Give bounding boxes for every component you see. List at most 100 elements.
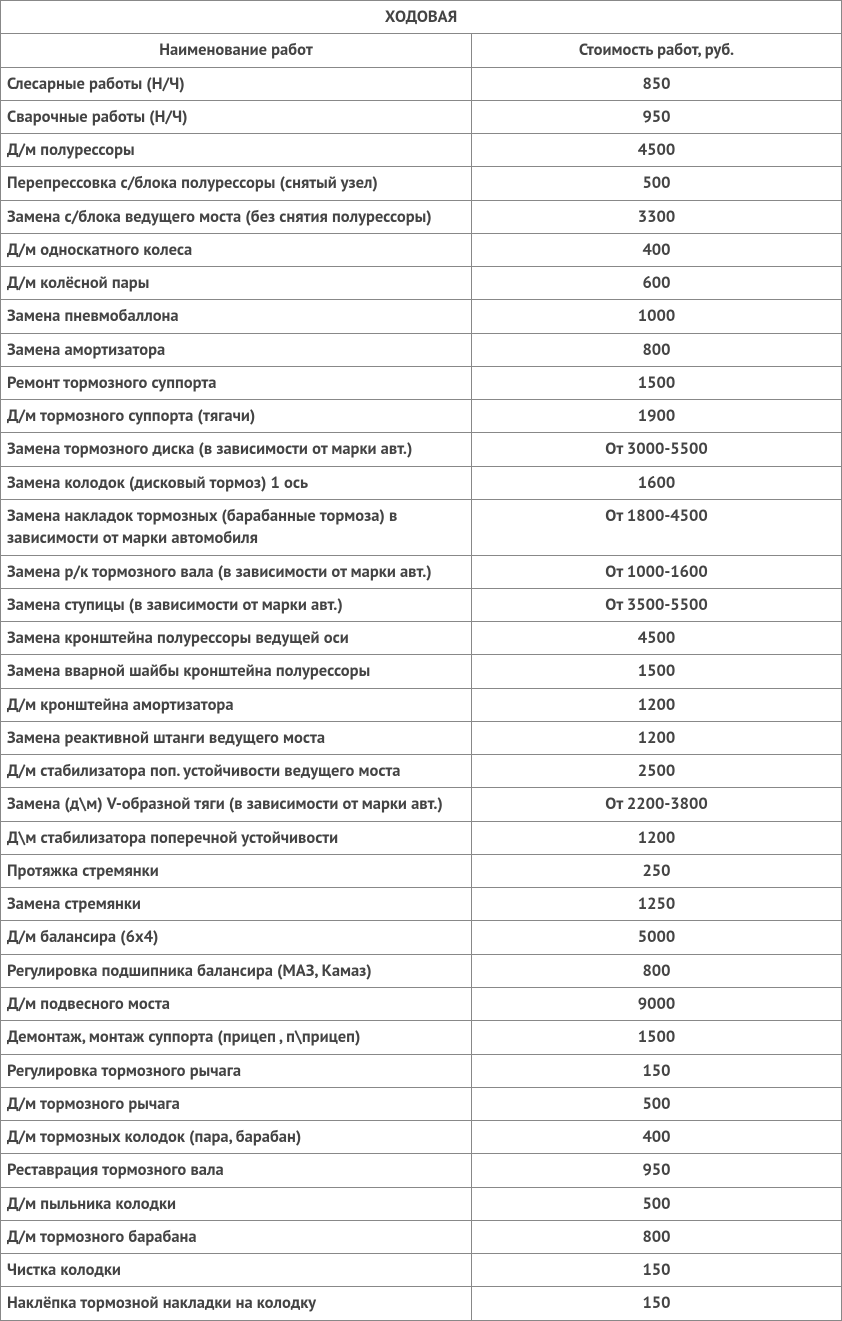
cell-name: Д/м односкатного колеса [1,233,472,266]
cell-price: 800 [471,333,841,366]
cell-price: 1200 [471,821,841,854]
table-row: Демонтаж, монтаж суппорта (прицеп , п\пр… [1,1021,842,1054]
cell-price: 1500 [471,366,841,399]
table-row: Перепрессовка с/блока полурессоры (сняты… [1,167,842,200]
cell-price: От 3000-5500 [471,433,841,466]
cell-price: 150 [471,1054,841,1087]
cell-name: Замена пневмобаллона [1,300,472,333]
cell-price: 500 [471,1187,841,1220]
cell-name: Перепрессовка с/блока полурессоры (сняты… [1,167,472,200]
table-row: Замена реактивной штанги ведущего моста1… [1,721,842,754]
cell-name: Замена р/к тормозного вала (в зависимост… [1,555,472,588]
cell-price: 950 [471,100,841,133]
cell-name: Замена реактивной штанги ведущего моста [1,721,472,754]
table-row: Д\м стабилизатора поперечной устойчивост… [1,821,842,854]
title-row: ХОДОВАЯ [1,1,842,34]
cell-name: Д/м подвесного моста [1,987,472,1020]
cell-price: 600 [471,267,841,300]
cell-name: Наклёпка тормозной накладки на колодку [1,1287,472,1320]
cell-price: От 1800-4500 [471,499,841,555]
table-title: ХОДОВАЯ [1,1,842,34]
table-row: Д/м стабилизатора поп. устойчивости веду… [1,755,842,788]
cell-price: 950 [471,1154,841,1187]
table-row: Д/м кронштейна амортизатора1200 [1,688,842,721]
cell-price: От 2200-3800 [471,788,841,821]
cell-price: 1500 [471,655,841,688]
cell-price: От 3500-5500 [471,588,841,621]
cell-name: Замена амортизатора [1,333,472,366]
table-row: Д/м тормозного рычага500 [1,1087,842,1120]
table-row: Замена амортизатора800 [1,333,842,366]
cell-price: 1500 [471,1021,841,1054]
table-row: Д/м тормозных колодок (пара, барабан)400 [1,1121,842,1154]
cell-price: 1000 [471,300,841,333]
cell-price: 150 [471,1254,841,1287]
cell-name: Д/м тормозных колодок (пара, барабан) [1,1121,472,1154]
cell-price: 5000 [471,921,841,954]
cell-name: Замена стремянки [1,888,472,921]
price-table-container: ХОДОВАЯ Наименование работ Стоимость раб… [0,0,842,1321]
table-row: Замена р/к тормозного вала (в зависимост… [1,555,842,588]
cell-name: Сварочные работы (Н/Ч) [1,100,472,133]
cell-name: Д/м тормозного суппорта (тягачи) [1,400,472,433]
table-row: Замена стремянки1250 [1,888,842,921]
table-row: Д/м пыльника колодки500 [1,1187,842,1220]
cell-price: 500 [471,1087,841,1120]
table-row: Замена тормозного диска (в зависимости о… [1,433,842,466]
cell-name: Чистка колодки [1,1254,472,1287]
table-row: Замена вварной шайбы кронштейна полуресс… [1,655,842,688]
table-row: Д/м односкатного колеса400 [1,233,842,266]
cell-price: 400 [471,1121,841,1154]
table-row: Замена кронштейна полурессоры ведущей ос… [1,622,842,655]
cell-name: Замена накладок тормозных (барабанные то… [1,499,472,555]
table-row: Д/м балансира (6х4)5000 [1,921,842,954]
cell-price: 150 [471,1287,841,1320]
table-row: Чистка колодки150 [1,1254,842,1287]
cell-name: Д/м пыльника колодки [1,1187,472,1220]
table-row: Д/м тормозного барабана800 [1,1220,842,1253]
cell-name: Регулировка тормозного рычага [1,1054,472,1087]
table-row: Регулировка тормозного рычага150 [1,1054,842,1087]
cell-price: 1200 [471,688,841,721]
col-header-price: Стоимость работ, руб. [471,34,841,67]
cell-name: Д/м балансира (6х4) [1,921,472,954]
table-row: Регулировка подшипника балансира (МАЗ, К… [1,954,842,987]
cell-name: Замена (д\м) V-образной тяги (в зависимо… [1,788,472,821]
table-row: Замена пневмобаллона1000 [1,300,842,333]
cell-name: Замена вварной шайбы кронштейна полуресс… [1,655,472,688]
cell-price: 850 [471,67,841,100]
cell-price: 800 [471,954,841,987]
cell-name: Д/м кронштейна амортизатора [1,688,472,721]
cell-price: 1200 [471,721,841,754]
cell-name: Демонтаж, монтаж суппорта (прицеп , п\пр… [1,1021,472,1054]
cell-price: От 1000-1600 [471,555,841,588]
cell-name: Д/м полурессоры [1,134,472,167]
price-table: ХОДОВАЯ Наименование работ Стоимость раб… [0,0,842,1321]
cell-name: Д/м колёсной пары [1,267,472,300]
table-row: Слесарные работы (Н/Ч)850 [1,67,842,100]
cell-price: 9000 [471,987,841,1020]
cell-price: 400 [471,233,841,266]
cell-price: 4500 [471,622,841,655]
cell-price: 800 [471,1220,841,1253]
table-row: Замена с/блока ведущего моста (без сняти… [1,200,842,233]
cell-price: 3300 [471,200,841,233]
cell-name: Д/м стабилизатора поп. устойчивости веду… [1,755,472,788]
table-row: Д/м колёсной пары600 [1,267,842,300]
cell-price: 1900 [471,400,841,433]
cell-name: Замена тормозного диска (в зависимости о… [1,433,472,466]
table-row: Д/м тормозного суппорта (тягачи)1900 [1,400,842,433]
cell-name: Регулировка подшипника балансира (МАЗ, К… [1,954,472,987]
table-row: Замена накладок тормозных (барабанные то… [1,499,842,555]
cell-name: Д\м стабилизатора поперечной устойчивост… [1,821,472,854]
table-body: Слесарные работы (Н/Ч)850Сварочные работ… [1,67,842,1320]
table-row: Наклёпка тормозной накладки на колодку15… [1,1287,842,1320]
cell-price: 500 [471,167,841,200]
cell-name: Протяжка стремянки [1,854,472,887]
cell-price: 1250 [471,888,841,921]
cell-price: 2500 [471,755,841,788]
cell-name: Ремонт тормозного суппорта [1,366,472,399]
table-row: Замена колодок (дисковый тормоз) 1 ось16… [1,466,842,499]
table-row: Сварочные работы (Н/Ч)950 [1,100,842,133]
cell-name: Слесарные работы (Н/Ч) [1,67,472,100]
